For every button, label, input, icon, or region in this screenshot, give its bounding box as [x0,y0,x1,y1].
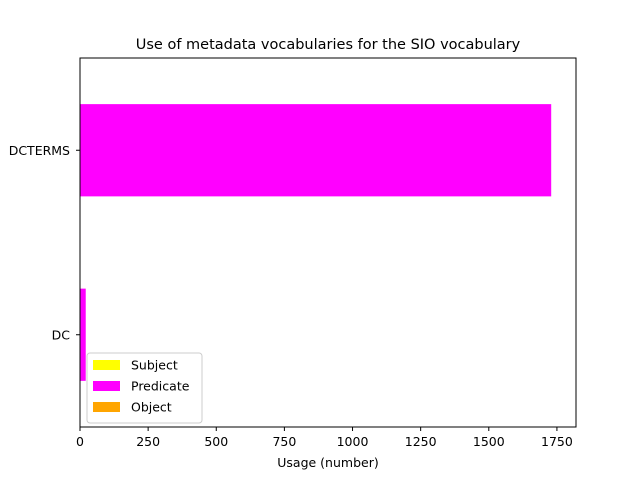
x-tick-label: 500 [204,434,228,449]
y-axis: DC DCTERMS [9,143,80,342]
y-tick-label: DC [52,327,71,342]
bars-group [80,104,552,381]
x-tick-label: 1000 [337,434,369,449]
chart-title: Use of metadata vocabularies for the SIO… [136,37,521,53]
plot-frame [79,57,577,428]
bar-dcterms-predicate [80,104,552,197]
y-tick-label: DCTERMS [9,143,70,158]
x-tick-label: 0 [76,434,84,449]
x-tick-label: 1500 [473,434,505,449]
legend-label-subject: Subject [131,358,178,373]
x-tick-label: 750 [272,434,296,449]
legend-swatch-predicate [93,381,120,391]
x-axis: 0 250 500 750 1000 1250 1500 1750 [76,427,573,449]
legend-label-predicate: Predicate [131,379,190,394]
legend-swatch-object [93,402,120,412]
legend-label-object: Object [131,400,172,415]
x-tick-label: 250 [136,434,160,449]
x-tick-label: 1250 [405,434,437,449]
x-axis-label: Usage (number) [277,455,378,470]
x-tick-label: 1750 [541,434,573,449]
bar-dc-predicate [80,288,86,381]
legend: Subject Predicate Object [86,352,203,424]
legend-swatch-subject [93,360,120,370]
